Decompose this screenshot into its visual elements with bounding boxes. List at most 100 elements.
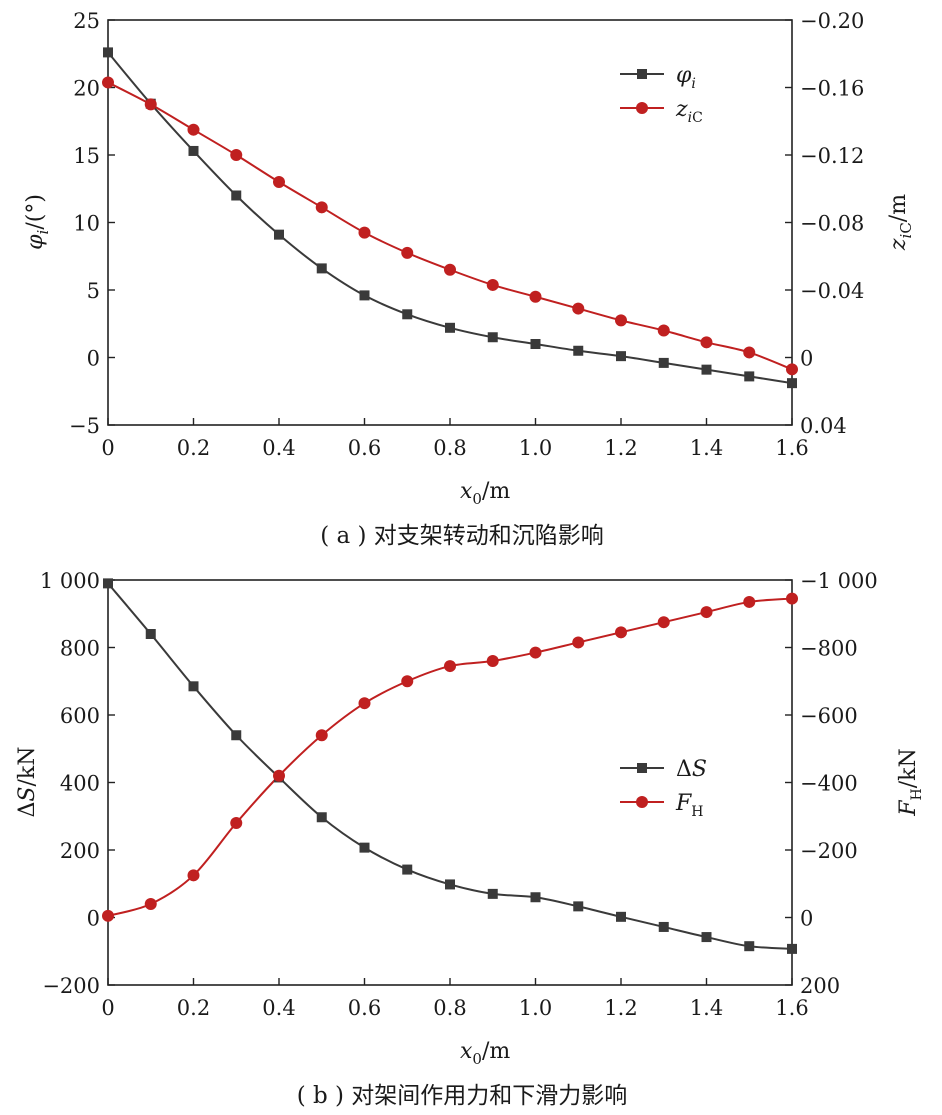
x-tick-label: 0.4 [262, 436, 295, 460]
data-point-square [188, 681, 199, 692]
data-point-square [530, 892, 541, 903]
chart-panel-a: 0 0.2 0.4 0.6 0.8 1.0 1.2 1.4 1.6−505101520250.0… [23, 9, 915, 549]
data-point-circle [615, 626, 627, 639]
y-left-tick-label: 0 [87, 347, 100, 371]
data-point-square [701, 932, 712, 943]
x-axis-label: x0/m [460, 479, 510, 508]
data-point-circle [102, 76, 114, 89]
chart-panel-b: 0 0.2 0.4 0.6 0.8 1.0 1.2 1.4 1.6−20002004006008… [15, 569, 925, 1109]
data-point-circle [315, 729, 328, 742]
data-point-circle [144, 98, 157, 111]
data-point-circle [615, 314, 627, 327]
data-point-square [188, 145, 199, 156]
data-point-circle [486, 278, 499, 291]
data-point-circle [700, 336, 713, 349]
data-point-circle [358, 697, 371, 710]
y-left-tick-label: −200 [42, 974, 100, 998]
y-left-tick-label: 600 [60, 704, 100, 728]
data-point-square [530, 339, 541, 349]
data-point-square [616, 911, 626, 922]
data-point-square [487, 332, 498, 343]
x-tick-label: 0.8 [433, 436, 466, 460]
y-right-tick-label: −0.04 [800, 279, 864, 303]
data-point-square [231, 730, 242, 741]
data-point-circle [786, 592, 798, 605]
y-right-tick-label: −0.16 [800, 77, 864, 101]
y-left-tick-label: 400 [60, 772, 100, 796]
x-tick-label: 0.2 [177, 436, 210, 460]
x-tick-label: 0.8 [433, 996, 466, 1020]
data-point-circle [657, 324, 670, 337]
data-point-circle [358, 226, 371, 239]
y-right-tick-label: 200 [800, 974, 840, 998]
data-point-circle [187, 869, 200, 882]
data-point-square [658, 357, 669, 368]
y-right-tick-label: −0.08 [800, 212, 864, 236]
y-left-tick-label: 200 [60, 839, 100, 863]
plot-frame [107, 579, 793, 986]
y-right-tick-label: 0 [800, 907, 813, 931]
data-point-square [402, 864, 413, 875]
data-point-circle [444, 660, 456, 673]
y-right-tick-label: −800 [800, 637, 858, 661]
panel-caption: ( a ) 对支架转动和沉陷影响 [320, 523, 604, 549]
data-point-circle [657, 616, 670, 629]
series-markers [102, 47, 798, 389]
y-left-tick-label: −5 [69, 414, 100, 438]
y-left-tick-label: 25 [73, 9, 100, 33]
data-point-square [573, 345, 584, 356]
data-point-square [359, 290, 370, 301]
data-point-square [487, 888, 498, 899]
data-point-circle [315, 201, 328, 214]
data-point-circle [529, 290, 542, 303]
data-point-square [145, 629, 156, 639]
y-left-axis-label: φi/(°) [23, 194, 52, 250]
data-point-circle [187, 123, 200, 136]
legend-label: φi [676, 63, 696, 92]
legend-label: ΔS [676, 757, 707, 782]
y-right-axis-label: FH/kN [896, 748, 925, 816]
x-tick-label: 1.4 [690, 996, 723, 1020]
data-point-square [658, 921, 669, 932]
data-point-circle [529, 646, 542, 659]
y-right-tick-label: −0.12 [800, 144, 864, 168]
data-point-circle [786, 363, 798, 376]
y-right-tick-label: −600 [800, 704, 858, 728]
data-point-square [359, 842, 370, 853]
data-point-square [274, 229, 284, 240]
legend-label: FH [675, 791, 703, 820]
legend: ΔS FH [620, 757, 707, 820]
data-point-circle [273, 176, 285, 188]
x-tick-label: 0.6 [348, 436, 381, 460]
x-tick-label: 0 [101, 436, 114, 460]
legend-marker [637, 69, 647, 79]
series-lines [107, 51, 793, 385]
data-point-square [445, 879, 455, 890]
data-point-square [103, 47, 113, 58]
x-tick-label: 0.2 [177, 996, 210, 1020]
y-left-tick-label: 15 [73, 144, 100, 168]
y-left-tick-label: 800 [60, 637, 100, 661]
data-point-circle [230, 817, 243, 829]
y-right-tick-label: −200 [800, 839, 858, 863]
y-left-tick-label: 20 [73, 77, 100, 101]
x-tick-label: 0 [101, 996, 114, 1020]
data-point-square [445, 322, 455, 333]
data-point-circle [273, 769, 285, 782]
legend-marker [636, 102, 648, 114]
y-right-tick-label: −400 [800, 772, 858, 796]
y-left-tick-label: 0 [87, 907, 100, 931]
data-point-circle [743, 595, 756, 608]
data-point-circle [230, 149, 243, 161]
y-left-tick-label: 5 [87, 279, 100, 303]
data-point-circle [743, 346, 756, 359]
data-point-circle [401, 675, 414, 688]
data-point-square [744, 941, 755, 952]
x-tick-label: 1.0 [519, 436, 552, 460]
x-tick-label: 1.0 [519, 996, 552, 1020]
x-tick-label: 1.2 [604, 436, 637, 460]
data-point-square [616, 351, 626, 362]
axis-ticks: 0 0.2 0.4 0.6 0.8 1.0 1.2 1.4 1.6−20002004006008… [40, 569, 878, 1020]
data-point-square [316, 812, 327, 823]
